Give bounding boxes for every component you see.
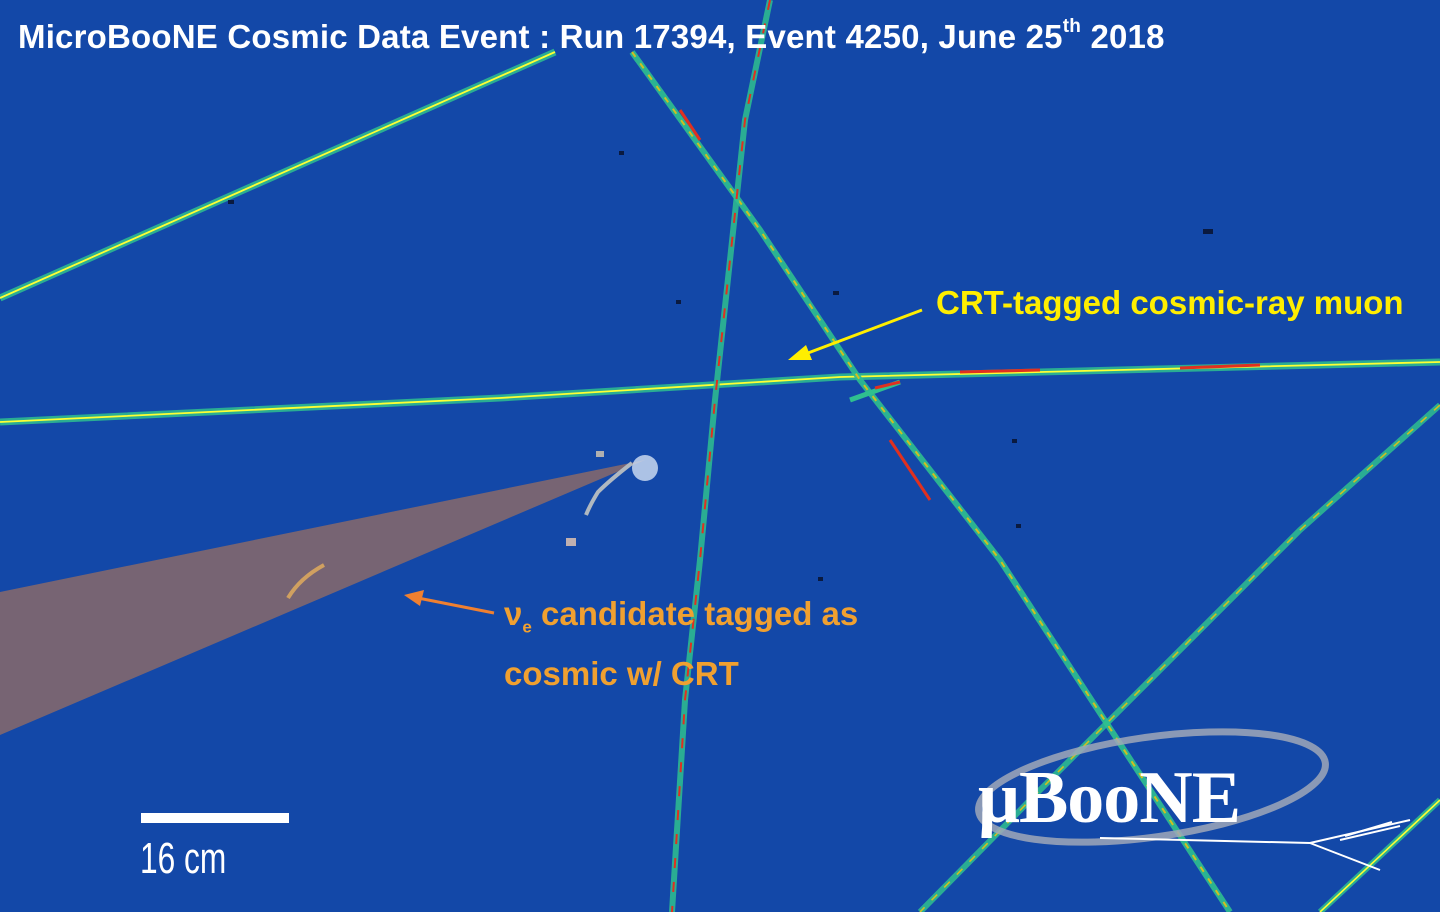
shower-cone [0, 460, 645, 735]
muon-label: CRT-tagged cosmic-ray muon [936, 284, 1404, 321]
track-lower-right [1317, 797, 1440, 912]
vertex-marker [632, 455, 658, 481]
event-title-sup: th [1062, 16, 1082, 37]
muon-arrow [788, 308, 923, 360]
scale-bar-label: 16 cm [140, 834, 227, 883]
nue-symbol: ν [504, 595, 523, 632]
track-vertical [669, 0, 773, 912]
event-title: MicroBooNE Cosmic Data Event : Run 17394… [18, 16, 1165, 56]
track-crt-muon [0, 358, 1440, 426]
event-title-tail: 2018 [1081, 18, 1165, 55]
nue-label: νe candidate tagged as cosmic w/ CRT [504, 591, 858, 697]
track-branch-short [849, 379, 901, 403]
track-diagonal-long [629, 50, 1233, 912]
stray-hits [228, 151, 1213, 581]
scale-bar [141, 813, 289, 823]
nue-line1-text: candidate tagged as [531, 595, 859, 632]
nue-subscript: e [522, 617, 532, 637]
microboone-logo: μBooNE [978, 757, 1241, 839]
logo-swoosh [975, 728, 1411, 871]
nue-label-line2: cosmic w/ CRT [504, 654, 739, 692]
nue-label-line1: νe candidate tagged as [504, 591, 858, 651]
track-upper-left [0, 48, 557, 302]
shower-hits [286, 451, 634, 600]
event-title-main: MicroBooNE Cosmic Data Event : Run 17394… [18, 18, 1063, 55]
nue-arrow [404, 590, 495, 615]
